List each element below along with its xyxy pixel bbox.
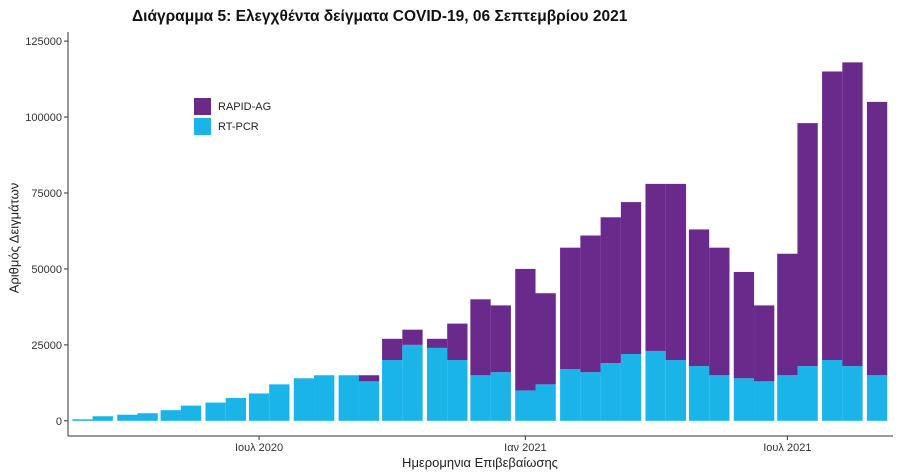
x-ticks: Ιουλ 2020 Ιαν 2021 Ιουλ 2021 <box>235 436 811 454</box>
bar-rapid-ag <box>580 235 601 373</box>
bar-rt-pcr <box>269 384 290 421</box>
y-tick-label: 25000 <box>31 340 62 352</box>
chart-title: Διάγραμμα 5: Ελεγχθέντα δείγματα COVID-1… <box>132 8 628 25</box>
bar-rt-pcr <box>688 366 710 421</box>
bar-rapid-ag <box>822 71 843 361</box>
bar-rt-pcr <box>314 375 335 421</box>
bar-rapid-ag <box>620 202 642 354</box>
bar-rt-pcr <box>447 360 468 421</box>
bar-rapid-ag <box>645 183 666 351</box>
bar-rt-pcr <box>382 360 403 421</box>
bar-rapid-ag <box>490 305 511 373</box>
bar-rapid-ag <box>709 247 730 376</box>
bar-rt-pcr <box>225 398 247 421</box>
legend-label-rapid-ag: RAPID-AG <box>218 101 271 113</box>
y-tick-label: 125000 <box>25 36 62 48</box>
bar-rt-pcr <box>645 350 666 421</box>
bar-rapid-ag <box>665 183 687 361</box>
bar-rt-pcr <box>665 360 687 421</box>
bar-rt-pcr <box>777 375 798 421</box>
bar-rapid-ag <box>358 375 380 382</box>
bar-rapid-ag <box>733 271 755 379</box>
bar-rt-pcr <box>709 375 730 421</box>
x-tick-label: Ιαν 2021 <box>504 442 546 454</box>
bar-rapid-ag <box>866 101 888 376</box>
y-tick-label: 100000 <box>25 112 62 124</box>
bar-rt-pcr <box>470 375 491 421</box>
bar-rt-pcr <box>797 366 818 421</box>
bar-rapid-ag <box>515 268 536 391</box>
bar-rt-pcr <box>160 410 181 421</box>
bar-rapid-ag <box>688 229 710 367</box>
bar-rapid-ag <box>470 299 491 376</box>
legend-swatch-rapid-ag <box>194 98 211 115</box>
bar-rt-pcr <box>205 402 226 421</box>
bar-rt-pcr <box>515 390 536 421</box>
bar-rapid-ag <box>426 338 448 348</box>
bar-rt-pcr <box>180 405 202 421</box>
x-tick-label: Ιουλ 2020 <box>235 442 283 454</box>
bar-rt-pcr <box>92 416 113 421</box>
y-ticks: 0 25000 50000 75000 100000 125000 <box>25 36 68 428</box>
bar-rt-pcr <box>842 366 863 421</box>
bar-rt-pcr <box>490 372 511 421</box>
bar-rt-pcr <box>733 378 755 421</box>
bar-rt-pcr <box>358 381 380 421</box>
bar-rt-pcr <box>560 369 581 421</box>
bar-rt-pcr <box>535 384 556 421</box>
bar-rapid-ag <box>600 217 621 364</box>
bar-rapid-ag <box>535 293 556 385</box>
legend-label-rt-pcr: RT-PCR <box>218 121 259 133</box>
legend: RAPID-AG RT-PCR <box>194 98 271 135</box>
bar-rt-pcr <box>600 363 621 421</box>
bar-rapid-ag <box>402 329 423 345</box>
bar-rapid-ag <box>754 305 775 382</box>
bar-rt-pcr <box>72 419 93 421</box>
bar-rt-pcr <box>248 393 270 421</box>
bar-rapid-ag <box>797 123 818 367</box>
x-tick-label: Ιουλ 2021 <box>763 442 811 454</box>
bar-rt-pcr <box>426 347 448 421</box>
bar-rt-pcr <box>754 381 775 421</box>
x-axis-label: Ημερομηνια Επιβεβαίωσης <box>402 455 558 470</box>
bars-group <box>72 62 888 421</box>
bar-rt-pcr <box>620 353 642 421</box>
bar-rt-pcr <box>137 413 158 421</box>
bar-rapid-ag <box>842 62 863 367</box>
bar-rt-pcr <box>822 360 843 421</box>
bar-rt-pcr <box>117 414 138 421</box>
y-tick-label: 0 <box>56 416 62 428</box>
y-tick-label: 50000 <box>31 264 62 276</box>
bar-rt-pcr <box>866 375 888 421</box>
legend-swatch-rt-pcr <box>194 118 211 135</box>
bar-rt-pcr <box>580 372 601 421</box>
bar-rapid-ag <box>777 253 798 376</box>
y-tick-label: 75000 <box>31 188 62 200</box>
bar-rapid-ag <box>560 247 581 370</box>
bar-rapid-ag <box>382 338 403 361</box>
bar-rapid-ag <box>447 323 468 361</box>
bar-rt-pcr <box>338 375 359 421</box>
bar-rt-pcr <box>293 378 315 421</box>
bar-rt-pcr <box>402 344 423 421</box>
